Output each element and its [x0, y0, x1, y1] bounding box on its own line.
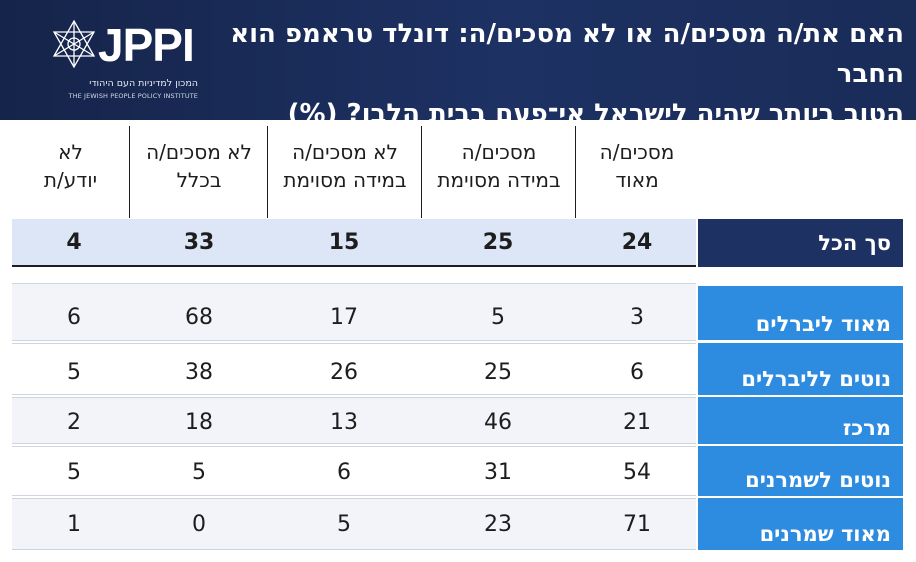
- table-cell: 71: [623, 512, 651, 537]
- table-cell: 26: [330, 360, 358, 385]
- total-cell: 24: [621, 230, 653, 255]
- row-label-leaning-liberal: נוטים לליברלים: [698, 343, 903, 395]
- column-header-line: מאוד: [615, 168, 659, 192]
- column-header-line: יודע/ת: [43, 168, 98, 192]
- table-cell: 3: [630, 305, 644, 330]
- table-row: [12, 343, 696, 395]
- table-row: [12, 498, 696, 550]
- table-cell: 13: [330, 410, 358, 435]
- column-divider: [129, 126, 130, 218]
- total-cell: 33: [183, 230, 215, 255]
- column-header-line: מסכים/ה: [599, 140, 675, 164]
- star-of-david-icon: [52, 19, 96, 69]
- row-label-text: נוטים לליברלים: [741, 367, 891, 391]
- table-cell: 6: [67, 305, 81, 330]
- table-cell: 0: [192, 512, 206, 537]
- row-label-very-conservative: מאוד שמרנים: [698, 498, 903, 550]
- column-header-somewhat-agree: מסכים/ה במידה מסוימת: [423, 138, 575, 198]
- header-banner: JPPI המכון למדיניות העם היהודי THE JEWIS…: [0, 0, 916, 129]
- table-cell: 5: [491, 305, 505, 330]
- table-cell: 18: [185, 410, 213, 435]
- total-row: [12, 219, 696, 267]
- table-cell: 5: [67, 460, 81, 485]
- total-row-label: סך הכל: [698, 219, 903, 267]
- table-cell: 17: [330, 305, 358, 330]
- table-cell: 25: [484, 360, 512, 385]
- total-cell: 4: [66, 230, 82, 255]
- row-label-very-liberal: מאוד ליברלים: [698, 286, 903, 340]
- column-header-strongly-disagree: לא מסכים/ה בכלל: [131, 138, 267, 198]
- column-header-strongly-agree: מסכים/ה מאוד: [582, 138, 692, 198]
- column-header-line: מסכים/ה: [461, 140, 537, 164]
- jppi-logo: JPPI המכון למדיניות העם היהודי THE JEWIS…: [40, 14, 200, 106]
- table-cell: 23: [484, 512, 512, 537]
- row-label-center: מרכז: [698, 397, 903, 444]
- table-row: [12, 283, 696, 341]
- column-divider: [575, 126, 576, 218]
- table-cell: 68: [185, 305, 213, 330]
- column-header-somewhat-disagree: לא מסכים/ה במידה מסוימת: [269, 138, 421, 198]
- page-title: האם את/ה מסכים/ה או לא מסכים/ה: דונלד טר…: [214, 14, 904, 134]
- total-label-text: סך הכל: [818, 231, 891, 255]
- table-cell: 31: [484, 460, 512, 485]
- logo-subtitle-english: THE JEWISH PEOPLE POLICY INSTITUTE: [68, 92, 198, 100]
- table-cell: 6: [337, 460, 351, 485]
- row-label-leaning-conservative: נוטים לשמרנים: [698, 446, 903, 496]
- table-row: [12, 446, 696, 496]
- column-header-line: בכלל: [176, 168, 222, 192]
- column-header-line: לא מסכים/ה: [292, 140, 398, 164]
- total-cell: 25: [482, 230, 514, 255]
- column-divider: [267, 126, 268, 218]
- column-header-line: במידה מסוימת: [283, 168, 407, 192]
- title-line-2: הטוב ביותר שהיה לישראל אי־פעם בבית הלבן?…: [287, 99, 904, 129]
- column-header-line: במידה מסוימת: [437, 168, 561, 192]
- logo-subtitle-hebrew: המכון למדיניות העם היהודי: [89, 78, 198, 89]
- table-cell: 54: [623, 460, 651, 485]
- table-cell: 38: [185, 360, 213, 385]
- table-cell: 46: [484, 410, 512, 435]
- table-cell: 5: [67, 360, 81, 385]
- column-header-line: לא: [58, 140, 83, 164]
- table-cell: 5: [192, 460, 206, 485]
- table-cell: 1: [67, 512, 81, 537]
- total-cell: 15: [328, 230, 360, 255]
- logo-text: JPPI: [98, 19, 195, 71]
- table-cell: 5: [337, 512, 351, 537]
- column-divider: [421, 126, 422, 218]
- title-line-1: האם את/ה מסכים/ה או לא מסכים/ה: דונלד טר…: [230, 19, 904, 89]
- table-row: [12, 397, 696, 444]
- table-cell: 2: [67, 410, 81, 435]
- row-label-text: מרכז: [842, 416, 891, 440]
- column-header-dont-know: לא יודע/ת: [12, 138, 129, 198]
- table-cell: 21: [623, 410, 651, 435]
- table-cell: 6: [630, 360, 644, 385]
- column-header-line: לא מסכים/ה: [146, 140, 252, 164]
- row-label-text: נוטים לשמרנים: [745, 468, 891, 492]
- row-label-text: מאוד שמרנים: [759, 522, 891, 546]
- row-label-text: מאוד ליברלים: [755, 312, 891, 336]
